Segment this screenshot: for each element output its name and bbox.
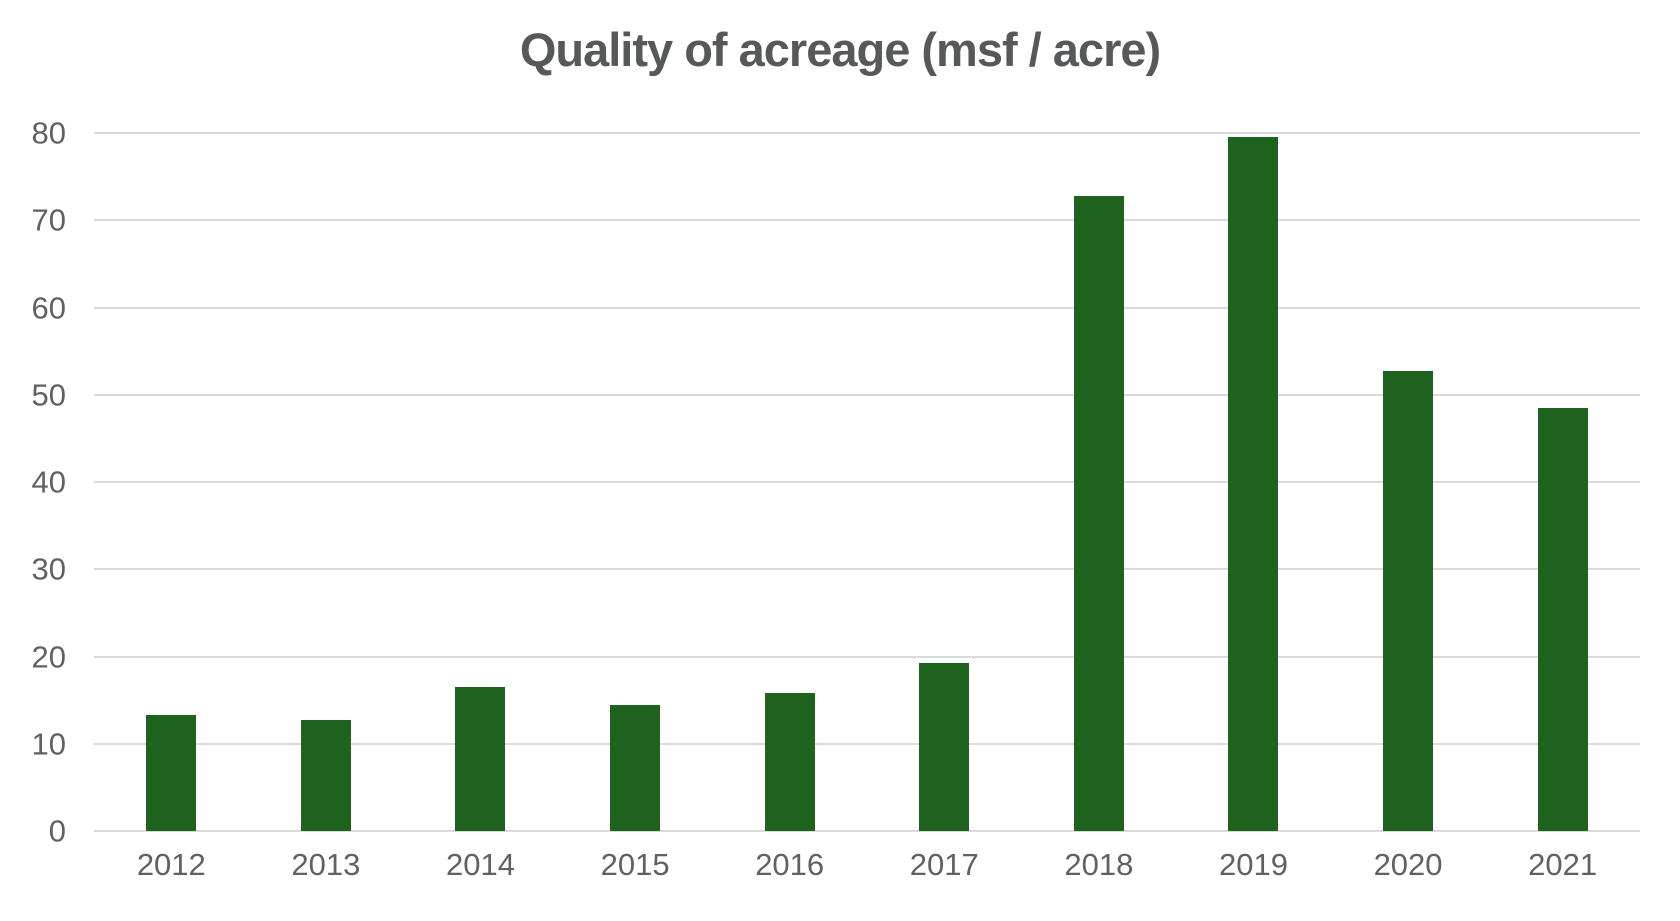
bar-2014 (455, 687, 506, 831)
x-tick-label: 2020 (1373, 847, 1443, 882)
gridline (94, 219, 1640, 222)
y-tick-label: 10 (31, 726, 66, 762)
bar-slot (403, 133, 558, 831)
bar-2015 (610, 704, 661, 831)
gridline (94, 655, 1640, 658)
bar-2019 (1228, 137, 1279, 831)
bar-slot (558, 133, 713, 831)
plot-area (94, 132, 1640, 832)
x-axis-labels: 2012 2013 2014 2015 2016 2017 2018 2019 2020 2021 (94, 846, 1640, 883)
y-tick-label: 50 (31, 377, 66, 413)
y-tick-label: 60 (31, 290, 66, 325)
x-tick-label: 2018 (1064, 847, 1134, 882)
bar-slot (1022, 133, 1177, 831)
bar-slot (1331, 133, 1486, 831)
x-tick-label: 2013 (291, 847, 361, 882)
bar-slot (867, 133, 1022, 831)
y-tick-label: 70 (31, 202, 66, 238)
gridline (94, 481, 1640, 483)
bar-2020 (1383, 371, 1434, 831)
gridline (94, 830, 1640, 832)
x-tick-label: 2019 (1218, 847, 1288, 882)
bar-2012 (146, 714, 197, 831)
y-tick-label: 30 (31, 551, 66, 587)
gridline (94, 132, 1640, 134)
chart-title: Quality of acreage (msf / acre) (519, 23, 1161, 76)
bar-slot (249, 133, 404, 831)
bar-2016 (764, 693, 815, 831)
y-tick-label: 40 (31, 464, 66, 500)
y-tick-label: 20 (31, 639, 66, 674)
gridline (94, 306, 1640, 309)
x-tick-label: 2012 (136, 847, 206, 882)
bar-2013 (300, 720, 351, 831)
gridline (94, 568, 1640, 571)
gridlines-layer (94, 132, 1640, 832)
bars-layer (94, 133, 1640, 831)
bar-2018 (1073, 195, 1124, 831)
bar-slot (712, 133, 867, 831)
x-tick-label: 2021 (1528, 847, 1598, 882)
x-tick-label: 2016 (755, 847, 825, 882)
bar-slot (1176, 133, 1331, 831)
bar-2017 (919, 662, 970, 831)
y-tick-label: 0 (48, 813, 66, 849)
gridline (94, 742, 1640, 745)
x-tick-label: 2017 (909, 847, 979, 882)
bar-slot (94, 133, 249, 831)
y-axis-labels: 0 10 20 30 40 50 60 70 80 (0, 118, 66, 847)
gridline (94, 393, 1640, 396)
y-tick-label: 80 (31, 115, 66, 151)
x-tick-label: 2014 (446, 847, 515, 882)
x-tick-label: 2015 (600, 847, 670, 882)
bar-slot (1485, 133, 1640, 831)
bar-2021 (1537, 407, 1588, 831)
